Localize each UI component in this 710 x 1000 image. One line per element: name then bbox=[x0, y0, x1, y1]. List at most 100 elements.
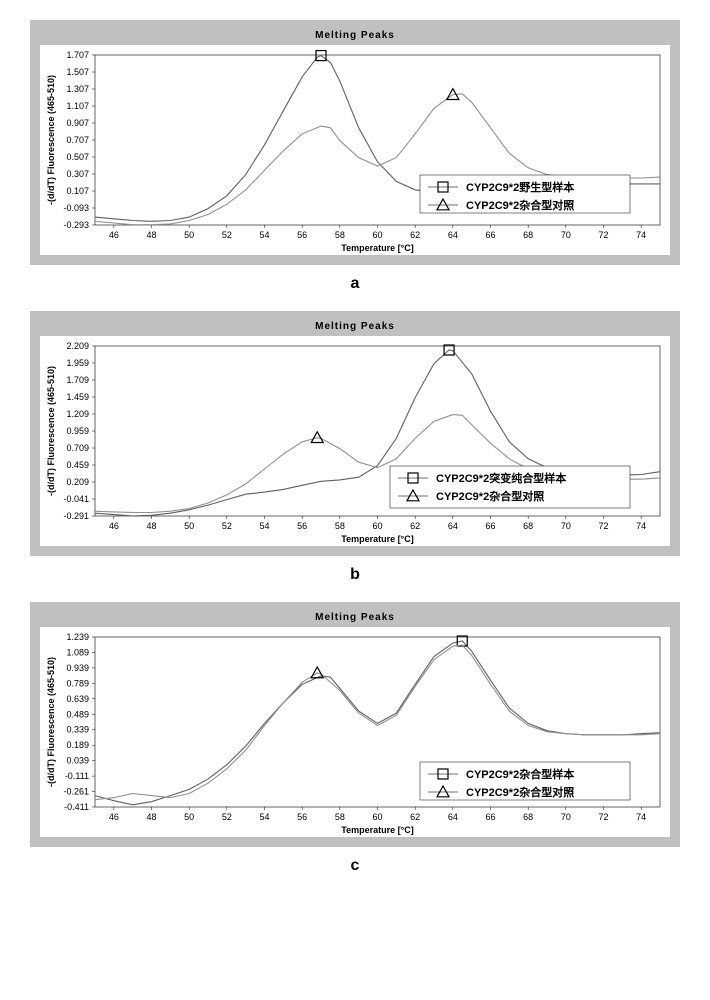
subplot-label: b bbox=[30, 566, 680, 584]
svg-text:52: 52 bbox=[222, 230, 232, 240]
svg-text:1.959: 1.959 bbox=[66, 358, 89, 368]
svg-text:0.489: 0.489 bbox=[66, 709, 89, 719]
legend-label: CYP2C9*2野生型样本 bbox=[466, 180, 574, 194]
svg-text:66: 66 bbox=[485, 812, 495, 822]
svg-text:56: 56 bbox=[297, 521, 307, 531]
svg-text:1.107: 1.107 bbox=[66, 101, 89, 111]
legend-label: CYP2C9*2杂合型对照 bbox=[466, 198, 574, 212]
svg-text:62: 62 bbox=[410, 521, 420, 531]
svg-text:0.707: 0.707 bbox=[66, 135, 89, 145]
svg-text:64: 64 bbox=[448, 521, 458, 531]
svg-text:-0.411: -0.411 bbox=[64, 802, 89, 812]
svg-text:1.709: 1.709 bbox=[66, 375, 89, 385]
svg-text:1.707: 1.707 bbox=[66, 50, 89, 60]
chart-title: Melting Peaks bbox=[40, 321, 670, 332]
svg-text:0.189: 0.189 bbox=[66, 740, 89, 750]
plot-area: -0.291-0.0410.2090.4590.7090.9591.2091.4… bbox=[40, 336, 670, 546]
svg-text:50: 50 bbox=[184, 230, 194, 240]
chart-title: Melting Peaks bbox=[40, 612, 670, 623]
svg-text:58: 58 bbox=[335, 230, 345, 240]
svg-text:66: 66 bbox=[485, 230, 495, 240]
chart-frame: Melting Peaks -0.411 -0.261 -0.111 0.039 0.18… bbox=[30, 602, 680, 847]
svg-text:-0.111: -0.111 bbox=[65, 771, 89, 781]
svg-text:60: 60 bbox=[372, 521, 382, 531]
svg-text:62: 62 bbox=[410, 230, 420, 240]
svg-text:0.709: 0.709 bbox=[66, 443, 89, 453]
plot-area: -0.293 -0.093 0.107 0.307 0.507 0.707 0.907 1.1… bbox=[40, 45, 670, 255]
svg-text:70: 70 bbox=[561, 230, 571, 240]
svg-text:70: 70 bbox=[561, 521, 571, 531]
svg-text:-(d/dT) Fluorescence (465-510): -(d/dT) Fluorescence (465-510) bbox=[46, 657, 56, 787]
chart-title: Melting Peaks bbox=[40, 30, 670, 41]
svg-text:72: 72 bbox=[598, 812, 608, 822]
svg-text:0.039: 0.039 bbox=[66, 756, 89, 766]
svg-text:62: 62 bbox=[410, 812, 420, 822]
svg-text:-(d/dT) Fluorescence (465-510): -(d/dT) Fluorescence (465-510) bbox=[46, 366, 56, 496]
svg-text:1.089: 1.089 bbox=[66, 647, 89, 657]
chart-b: Melting Peaks-0.291-0.0410.2090.4590.709… bbox=[30, 311, 680, 584]
svg-text:72: 72 bbox=[598, 521, 608, 531]
svg-text:1.239: 1.239 bbox=[66, 632, 89, 642]
svg-text:74: 74 bbox=[636, 230, 646, 240]
svg-text:0.339: 0.339 bbox=[66, 725, 89, 735]
legend-label: CYP2C9*2突变纯合型样本 bbox=[436, 471, 566, 485]
svg-text:50: 50 bbox=[184, 521, 194, 531]
svg-text:66: 66 bbox=[485, 521, 495, 531]
svg-text:54: 54 bbox=[259, 230, 269, 240]
legend-label: CYP2C9*2杂合型对照 bbox=[466, 785, 574, 799]
svg-text:0.959: 0.959 bbox=[66, 426, 89, 436]
svg-text:0.209: 0.209 bbox=[66, 477, 89, 487]
svg-text:54: 54 bbox=[259, 812, 269, 822]
svg-text:-0.093: -0.093 bbox=[63, 203, 89, 213]
svg-text:64: 64 bbox=[448, 230, 458, 240]
svg-text:52: 52 bbox=[222, 812, 232, 822]
chart-frame: Melting Peaks-0.291-0.0410.2090.4590.709… bbox=[30, 311, 680, 556]
svg-text:Temperature [°C]: Temperature [°C] bbox=[341, 534, 413, 544]
svg-text:50: 50 bbox=[184, 812, 194, 822]
svg-text:0.639: 0.639 bbox=[66, 694, 89, 704]
svg-text:46: 46 bbox=[109, 230, 119, 240]
svg-text:68: 68 bbox=[523, 521, 533, 531]
subplot-label: a bbox=[30, 275, 680, 293]
svg-text:70: 70 bbox=[561, 812, 571, 822]
chart-a: Melting Peaks -0.293 -0.093 0.107 0.307 0.507… bbox=[30, 20, 680, 293]
svg-text:48: 48 bbox=[146, 812, 156, 822]
svg-text:0.939: 0.939 bbox=[66, 663, 89, 673]
svg-text:56: 56 bbox=[297, 230, 307, 240]
svg-text:60: 60 bbox=[372, 230, 382, 240]
svg-text:0.107: 0.107 bbox=[66, 186, 89, 196]
svg-text:0.307: 0.307 bbox=[66, 169, 89, 179]
svg-text:2.209: 2.209 bbox=[66, 341, 89, 351]
svg-text:-0.293: -0.293 bbox=[63, 220, 89, 230]
svg-text:Temperature [°C]: Temperature [°C] bbox=[341, 243, 413, 253]
svg-text:Temperature [°C]: Temperature [°C] bbox=[341, 825, 413, 835]
legend: CYP2C9*2杂合型样本CYP2C9*2杂合型对照 bbox=[420, 762, 630, 800]
legend: CYP2C9*2野生型样本 CYP2C9*2杂合型对照 bbox=[420, 175, 630, 213]
svg-text:46: 46 bbox=[109, 521, 119, 531]
svg-text:-0.041: -0.041 bbox=[63, 494, 89, 504]
svg-text:0.789: 0.789 bbox=[66, 678, 89, 688]
svg-text:64: 64 bbox=[448, 812, 458, 822]
subplot-label: c bbox=[30, 857, 680, 875]
svg-text:0.507: 0.507 bbox=[66, 152, 89, 162]
svg-text:-(d/dT) Fluorescence (465-510): -(d/dT) Fluorescence (465-510) bbox=[46, 75, 56, 205]
svg-text:48: 48 bbox=[146, 521, 156, 531]
svg-text:74: 74 bbox=[636, 812, 646, 822]
svg-text:48: 48 bbox=[146, 230, 156, 240]
svg-text:56: 56 bbox=[297, 812, 307, 822]
chart-frame: Melting Peaks -0.293 -0.093 0.107 0.307 0.507… bbox=[30, 20, 680, 265]
svg-text:54: 54 bbox=[259, 521, 269, 531]
svg-text:1.459: 1.459 bbox=[66, 392, 89, 402]
svg-text:68: 68 bbox=[523, 230, 533, 240]
svg-text:46: 46 bbox=[109, 812, 119, 822]
svg-text:1.209: 1.209 bbox=[66, 409, 89, 419]
svg-text:0.907: 0.907 bbox=[66, 118, 89, 128]
svg-text:60: 60 bbox=[372, 812, 382, 822]
svg-text:74: 74 bbox=[636, 521, 646, 531]
svg-text:1.507: 1.507 bbox=[66, 67, 89, 77]
svg-text:-0.261: -0.261 bbox=[63, 787, 89, 797]
svg-text:68: 68 bbox=[523, 812, 533, 822]
plot-area: -0.411 -0.261 -0.111 0.039 0.189 0.339 0.489 0.… bbox=[40, 627, 670, 837]
svg-text:58: 58 bbox=[335, 521, 345, 531]
svg-text:58: 58 bbox=[335, 812, 345, 822]
